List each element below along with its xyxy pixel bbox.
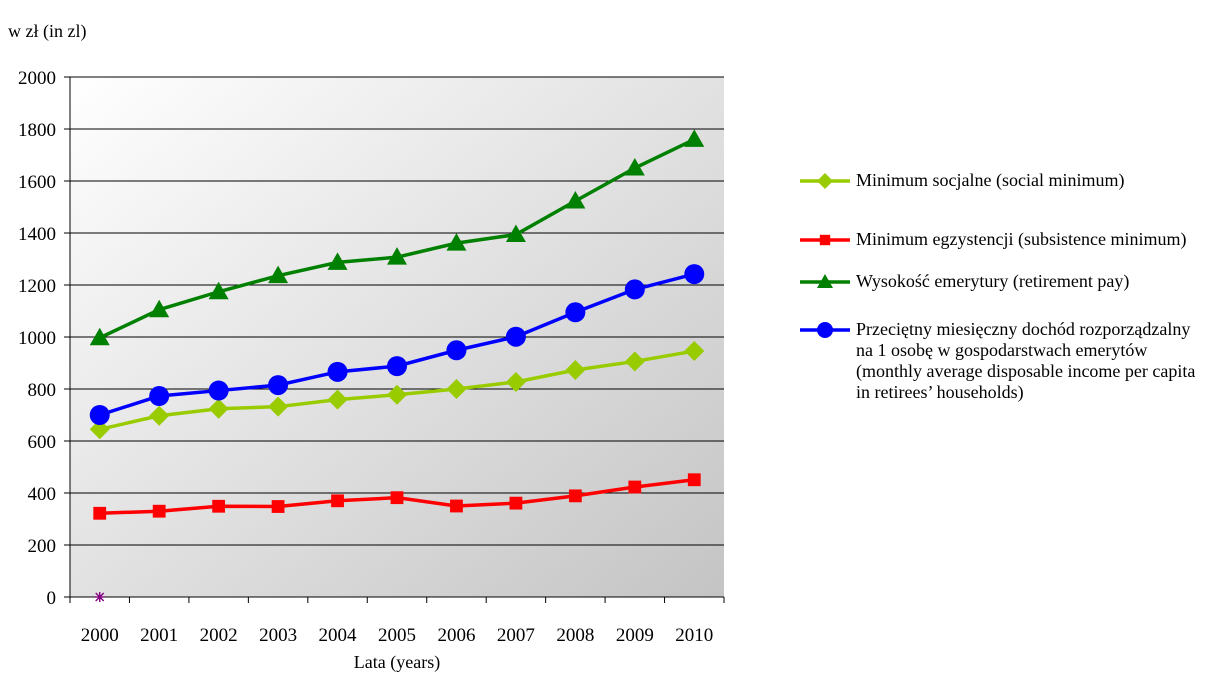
legend-item: Przeciętny miesięczny dochód rozporządza… — [800, 319, 1200, 403]
data-point-square — [331, 494, 344, 508]
data-point-diamond — [684, 341, 705, 362]
data-point-square — [450, 499, 463, 513]
y-tick-label: 0 — [47, 588, 57, 609]
legend-swatch — [800, 322, 850, 338]
data-point-triangle — [817, 274, 833, 288]
data-point-square — [819, 234, 831, 246]
data-point-circle — [268, 375, 289, 396]
data-point-circle — [817, 322, 833, 338]
data-point-diamond — [149, 405, 170, 426]
data-point-triangle — [446, 233, 467, 251]
legend-swatch — [800, 234, 850, 246]
data-point-square — [390, 491, 404, 505]
y-tick-label: 400 — [28, 484, 57, 505]
data-point-triangle — [387, 247, 407, 265]
y-tick-label: 1200 — [18, 276, 56, 297]
x-tick-label: 2000 — [81, 625, 119, 646]
y-tick-label: 800 — [28, 380, 57, 401]
data-point-triangle — [684, 129, 705, 147]
data-point-circle — [624, 279, 645, 300]
legend-swatch — [800, 173, 850, 189]
x-tick-label: 2003 — [259, 625, 297, 646]
y-tick-label: 1400 — [18, 224, 56, 245]
data-point-diamond — [565, 360, 586, 381]
x-tick-label: 2005 — [378, 625, 416, 646]
data-point-triangle — [505, 224, 526, 243]
series-triangle — [89, 129, 705, 346]
x-tick-label: 2001 — [140, 625, 178, 646]
legend-swatch — [800, 274, 850, 288]
legend-label: Minimum egzystencji (subsistence minimum… — [856, 229, 1187, 249]
data-point-square — [628, 480, 642, 494]
data-point-triangle — [208, 281, 229, 300]
legend-item: Wysokość emerytury (retirement pay) — [800, 271, 1200, 292]
data-point-diamond — [268, 396, 289, 417]
x-tick-label: 2007 — [497, 625, 535, 646]
data-point-diamond — [327, 389, 348, 410]
data-point-square — [93, 506, 107, 520]
data-point-circle — [505, 326, 526, 347]
x-tick-label: 2006 — [437, 625, 475, 646]
series-diamond — [89, 341, 705, 440]
x-tick-label: 2010 — [675, 625, 713, 646]
x-tick-label: 2004 — [319, 625, 358, 646]
legend-label: Minimum socjalne (social minimum) — [856, 170, 1125, 190]
data-point-circle — [565, 302, 586, 323]
data-point-square — [687, 473, 701, 487]
data-point-square — [152, 504, 166, 518]
data-point-diamond — [208, 398, 229, 419]
data-point-triangle — [89, 327, 110, 346]
data-point-circle — [684, 264, 705, 285]
legend-item: Minimum egzystencji (subsistence minimum… — [800, 229, 1200, 250]
y-axis-tick-labels: 0 200 400 600 800 1000 1200 1400 1600 1800 2000 — [18, 68, 56, 609]
annotations — [94, 592, 105, 602]
y-tick-label: 1000 — [18, 328, 56, 349]
axes — [64, 76, 725, 603]
data-point-triangle — [149, 299, 170, 318]
asterisk-marker — [94, 592, 105, 602]
data-point-circle — [149, 386, 170, 407]
data-point-circle — [387, 356, 407, 377]
legend: Minimum socjalne (social minimum) Minimum… — [800, 170, 1200, 403]
series-group — [89, 129, 705, 520]
data-point-circle — [89, 405, 110, 425]
data-point-diamond — [446, 379, 467, 399]
y-tick-label: 1800 — [18, 120, 56, 141]
y-tick-label: 200 — [28, 536, 57, 557]
data-point-circle — [446, 340, 467, 361]
y-tick-label: 1600 — [18, 172, 56, 193]
data-point-triangle — [327, 252, 348, 270]
data-point-triangle — [624, 158, 645, 176]
data-point-circle — [327, 361, 348, 382]
data-point-square — [509, 496, 523, 510]
data-point-square — [568, 489, 582, 503]
x-axis-label: Lata (years) — [354, 652, 440, 673]
legend-item: Minimum socjalne (social minimum) — [800, 170, 1200, 191]
y-tick-label: 600 — [28, 432, 57, 453]
data-point-triangle — [268, 265, 289, 284]
legend-label: Wysokość emerytury (retirement pay) — [856, 271, 1130, 291]
data-point-circle — [208, 380, 229, 401]
data-point-square — [212, 499, 226, 513]
series-square — [93, 473, 701, 520]
data-point-square — [271, 500, 285, 513]
x-axis-tick-labels: 2000 2001 2002 2003 2004 2005 2006 2007 2008 2009… — [81, 625, 714, 646]
data-point-diamond — [505, 371, 526, 392]
y-tick-label: 2000 — [18, 68, 56, 89]
data-point-diamond — [387, 384, 407, 405]
data-point-diamond — [624, 351, 645, 372]
x-tick-label: 2009 — [616, 625, 654, 646]
x-tick-label: 2008 — [556, 625, 594, 646]
legend-label: Przeciętny miesięczny dochód rozporządza… — [856, 319, 1196, 402]
x-tick-label: 2002 — [200, 625, 238, 646]
unit-label: w zł (in zl) — [8, 21, 86, 42]
data-point-diamond — [89, 419, 110, 440]
data-point-diamond — [817, 173, 833, 189]
series-circle — [89, 264, 705, 425]
data-point-triangle — [565, 191, 586, 209]
